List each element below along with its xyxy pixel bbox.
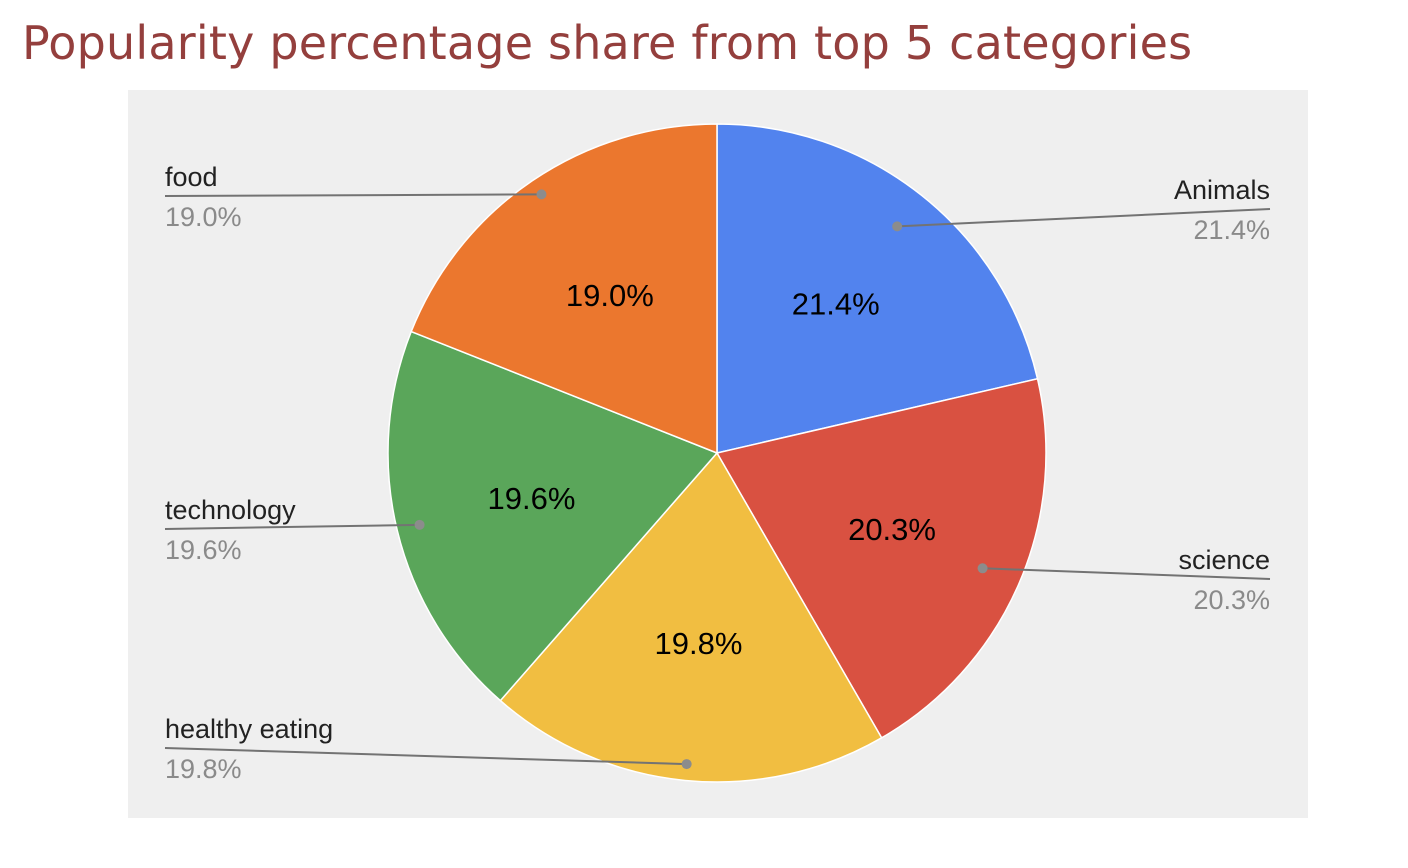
legend-category-name: food xyxy=(165,162,218,192)
leader-line xyxy=(164,747,687,766)
leader-dot xyxy=(414,519,425,530)
legend-category-name: technology xyxy=(165,495,296,525)
leader-line xyxy=(897,208,1271,228)
leader-dot xyxy=(892,221,903,232)
slice-value-label: 19.6% xyxy=(488,481,576,516)
legend-category-percent: 19.0% xyxy=(165,202,242,232)
slice-value-label: 19.0% xyxy=(566,278,654,313)
legend-category-percent: 19.6% xyxy=(165,535,242,565)
legend-category-percent: 21.4% xyxy=(1193,215,1270,245)
legend-category-name: science xyxy=(1178,545,1270,575)
pie-slice-technology[interactable] xyxy=(387,330,719,702)
chart-title: Popularity percentage share from top 5 c… xyxy=(22,16,1193,70)
legend-category-name: healthy eating xyxy=(165,714,333,744)
pie-slices xyxy=(387,123,1047,783)
legend-category-name: Animals xyxy=(1174,175,1270,205)
leader-dot xyxy=(977,563,988,574)
pie-slice-science[interactable] xyxy=(715,377,1047,739)
slice-labels: 21.4% 20.3% 19.8% 19.6% 19.0% xyxy=(488,278,936,661)
pie-slice-healthy-eating[interactable] xyxy=(499,451,883,783)
leader-dot xyxy=(536,189,547,200)
legend-category-percent: 19.8% xyxy=(165,754,242,784)
leader-line xyxy=(982,567,1271,580)
leader-dot xyxy=(681,759,692,770)
pie-slice-animals[interactable] xyxy=(716,123,1039,454)
slice-value-label: 20.3% xyxy=(848,512,936,547)
leader-line xyxy=(164,523,420,530)
slice-value-label: 19.8% xyxy=(655,626,743,661)
leader-line xyxy=(164,193,542,197)
slice-value-label: 21.4% xyxy=(792,287,880,322)
legend-category-percent: 20.3% xyxy=(1193,585,1270,615)
pie-slice-food[interactable] xyxy=(410,123,718,455)
legend: Animals 21.4% science 20.3% healthy eating 19… xyxy=(164,162,1271,784)
